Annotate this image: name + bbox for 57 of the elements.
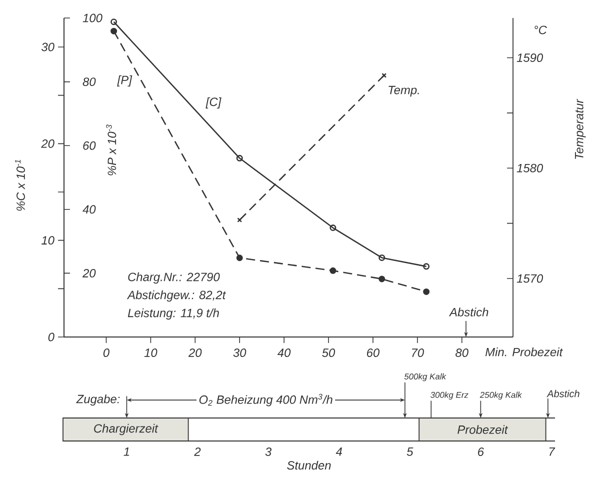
x-tick-label: 3 [265, 448, 272, 456]
text: Abstich [546, 390, 580, 398]
x-tick-label: 6 [478, 448, 484, 456]
point [423, 288, 430, 295]
series-label: [C] [206, 97, 222, 108]
point [236, 254, 243, 262]
legend-label: Probezeit [458, 425, 508, 434]
x-tick-label: 60 [366, 348, 380, 357]
point [236, 154, 243, 162]
y2-tick-label: 60 [83, 141, 96, 150]
x-axis-title: Stunden [287, 460, 331, 470]
y-tick-label: 20 [41, 139, 54, 148]
legend-label: Chargierzeit [94, 424, 158, 436]
x-tick-label: 0 [103, 348, 110, 357]
x-tick-label: 10 [144, 348, 158, 357]
series-label: [P] [117, 75, 132, 87]
y2-tick-label: 80 [82, 78, 96, 86]
annotation: Charg.Nr.: 22790 [128, 272, 220, 284]
y3-axis-title: Temperatur [575, 98, 586, 159]
point [378, 276, 386, 282]
text: 500kg Kalk [404, 373, 446, 382]
series-label: Temp. [388, 86, 419, 97]
text: 300kg Erz [430, 392, 468, 400]
x-tick-label: 50 [322, 348, 336, 357]
text: 250kg Kalk [480, 392, 522, 400]
y3-tick-label: 1590 [516, 54, 544, 62]
y-axis-title: %C x 10$^{-1}$ [15, 160, 25, 211]
y2-tick-label: 20 [82, 268, 96, 278]
y-tick-label: 0 [48, 332, 54, 342]
x-tick-label: 1 [124, 448, 130, 456]
text: O$_{2}$ Beheizung 400 Nm$^{3}$/h [199, 394, 332, 406]
y-tick-label: 30 [41, 42, 54, 52]
x-tick-label: 7 [549, 448, 556, 456]
y3-tick-label: 1570 [516, 274, 544, 283]
text: °C [534, 26, 547, 34]
x-tick-label: 20 [188, 348, 202, 357]
point [110, 28, 118, 34]
y-tick-label: 10 [41, 236, 54, 245]
point [330, 224, 336, 232]
x-tick-label: 70 [412, 348, 424, 357]
annotation: Abstichgew.: 82,2t [126, 290, 226, 302]
x-tick-label: 80 [456, 348, 468, 357]
y3-tick-label: 1580 [516, 164, 544, 172]
annotation: Abstich [448, 308, 488, 316]
annotation: Leistung: 11,9 t/h [128, 308, 219, 320]
point [378, 254, 386, 261]
x-tick-label: 40 [277, 348, 291, 357]
x-tick-label: 4 [336, 448, 342, 456]
y2-tick-label: 100 [82, 14, 102, 22]
x-tick-label: 5 [406, 448, 414, 456]
x-axis-title: Min. Probezeit [485, 348, 563, 356]
y2-axis-title: %P x 10$^{-3}$ [106, 124, 116, 176]
y2-tick-label: 40 [82, 205, 96, 214]
x-tick-label: 2 [194, 448, 201, 456]
x-tick-label: 30 [233, 348, 246, 357]
text: Zugabe: [76, 394, 120, 406]
point [330, 267, 336, 274]
